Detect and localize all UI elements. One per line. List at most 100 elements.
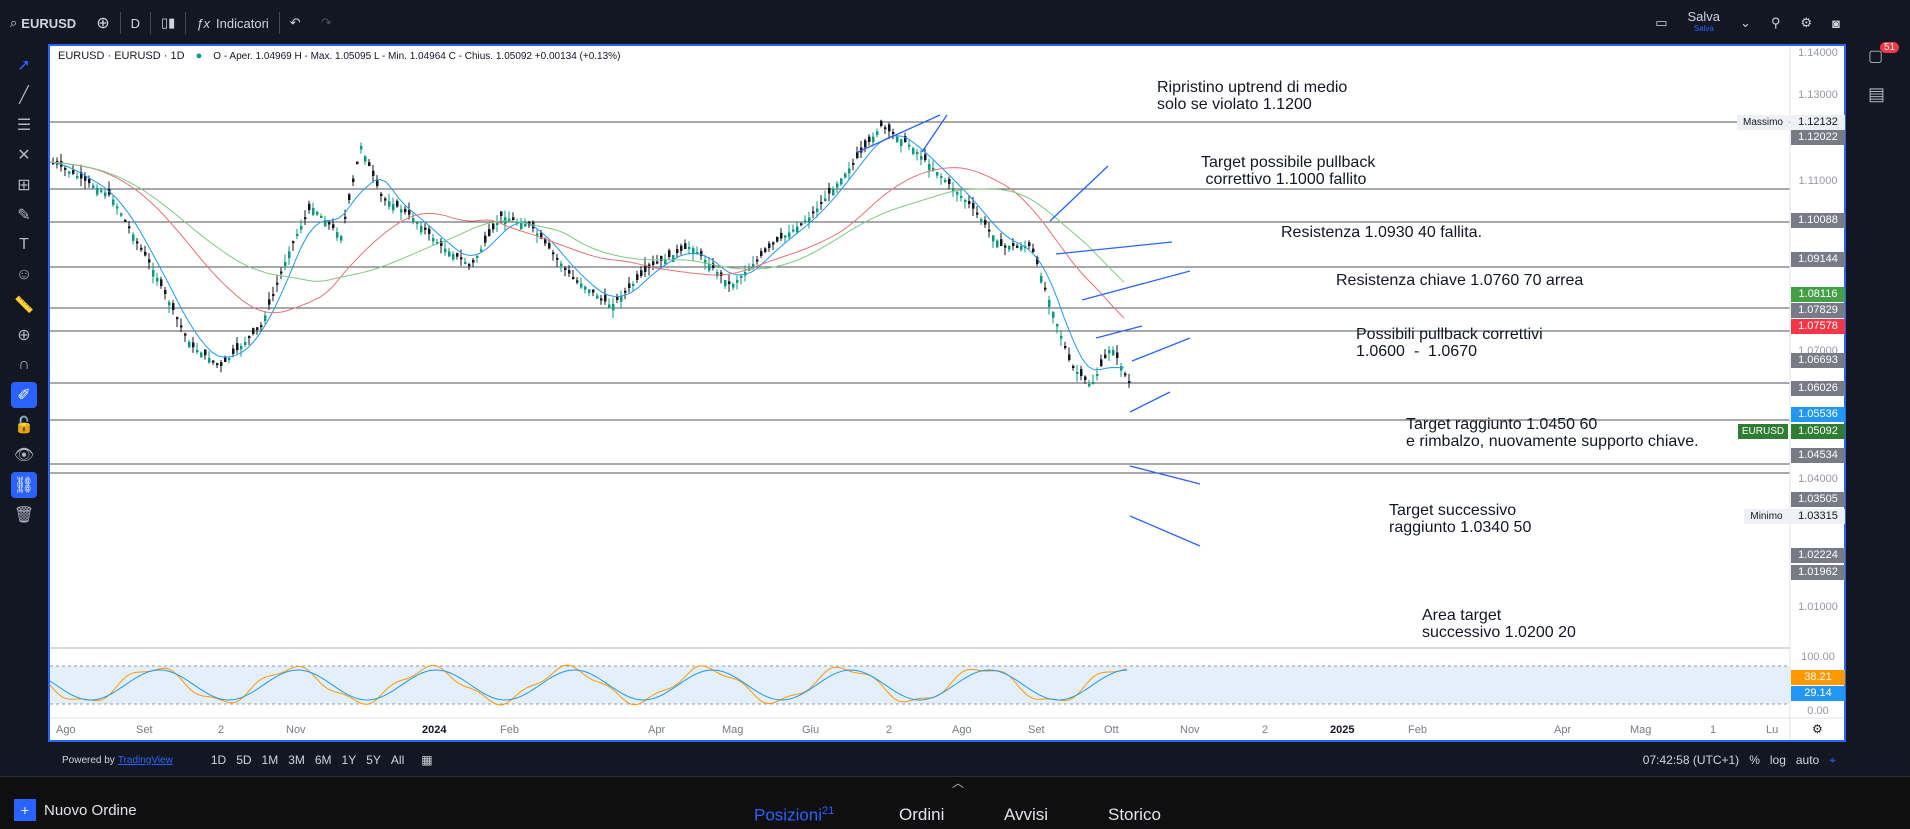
- candle-body: [280, 271, 283, 274]
- annotation-pullback[interactable]: Possibili pullback correttivi 1.0600 - 1…: [1356, 326, 1543, 360]
- range-5d[interactable]: 5D: [236, 753, 252, 767]
- settings-button[interactable]: ⚙: [1790, 0, 1822, 46]
- candle-body: [464, 262, 467, 264]
- indicators-button[interactable]: ƒx Indicatori: [186, 0, 278, 46]
- eye-icon[interactable]: 👁: [13, 447, 35, 464]
- pattern-icon[interactable]: ✕: [17, 147, 31, 164]
- candle-body: [484, 235, 487, 243]
- tradingview-link[interactable]: TradingView: [117, 754, 173, 766]
- candle-body: [236, 343, 239, 350]
- chevron-down-icon: ⌄: [1740, 15, 1751, 30]
- annotation-arrow: [857, 114, 941, 153]
- candle-body: [904, 135, 907, 142]
- undo-button[interactable]: ↶: [280, 0, 311, 46]
- ma-long-line: [50, 161, 1125, 283]
- snapshot-button[interactable]: ◙: [1822, 0, 1850, 46]
- quick-search-icon: ⚲: [1770, 15, 1781, 30]
- candle-body: [632, 284, 635, 286]
- chart-area[interactable]: EURUSD · EURUSD · 1D ● O - Aper. 1.04969…: [48, 44, 1846, 742]
- tab-positions[interactable]: Posizioni21: [754, 805, 834, 826]
- candle-body: [548, 243, 551, 249]
- candle-body: [76, 176, 79, 179]
- interval-button[interactable]: D: [121, 0, 150, 46]
- save-button[interactable]: Salva Salva: [1678, 0, 1731, 46]
- candle-body: [592, 289, 595, 293]
- plus-circle-icon: ⊕: [96, 15, 110, 32]
- candle-body: [1072, 365, 1075, 368]
- trash-icon[interactable]: 🗑: [13, 507, 35, 524]
- clock-label[interactable]: 07:42:58 (UTC+1): [1642, 753, 1740, 767]
- trend-line-icon[interactable]: ╱: [19, 87, 29, 104]
- range-1m[interactable]: 1M: [261, 753, 279, 767]
- candle-body: [580, 283, 583, 288]
- emoji-icon[interactable]: ☺: [15, 266, 33, 283]
- brush-icon[interactable]: ✎: [17, 207, 31, 224]
- range-1d[interactable]: 1D: [210, 753, 227, 767]
- candle-body: [968, 201, 971, 204]
- annotation-resistance-1076[interactable]: Resistenza chiave 1.0760 70 arrea: [1336, 272, 1584, 289]
- range-5y[interactable]: 5Y: [366, 753, 381, 767]
- collapse-handle[interactable]: ︿: [952, 774, 964, 791]
- candle-body: [988, 229, 991, 232]
- annotation-resistance-1093[interactable]: Resistenza 1.0930 40 fallita.: [1281, 224, 1483, 241]
- range-all[interactable]: All: [390, 753, 405, 767]
- candle-body: [776, 236, 779, 242]
- annotation-uptrend[interactable]: Ripristino uptrend di medio solo se viol…: [1157, 79, 1348, 113]
- symbol-search[interactable]: ⌕ EURUSD: [0, 0, 86, 46]
- chart-type-button[interactable]: ▯▮: [151, 0, 185, 46]
- candle-body: [1032, 248, 1035, 252]
- horizontal-lines-icon[interactable]: ☰: [16, 117, 32, 134]
- zoom-icon[interactable]: ⊕: [17, 327, 31, 344]
- candle-body: [564, 268, 567, 271]
- candle-body: [932, 168, 935, 171]
- candle-body: [884, 127, 887, 130]
- auto-toggle[interactable]: auto: [1795, 753, 1820, 767]
- percent-toggle[interactable]: %: [1749, 753, 1760, 767]
- candle-body: [324, 220, 327, 227]
- candle-body: [688, 247, 691, 249]
- candle-body: [1004, 245, 1007, 248]
- cursor-icon[interactable]: ➚: [17, 57, 31, 74]
- annotation-target-area[interactable]: Area target successivo 1.0200 20: [1422, 607, 1576, 641]
- new-order-button[interactable]: + Nuovo Ordine: [14, 799, 137, 821]
- news-button[interactable]: ▤: [1868, 84, 1885, 105]
- link-icon[interactable]: ⛓: [11, 472, 37, 498]
- forecast-icon[interactable]: ⊞: [17, 177, 31, 194]
- compare-button[interactable]: ⊕: [86, 0, 119, 46]
- lock-icon[interactable]: 🔓: [14, 417, 34, 434]
- save-menu-button[interactable]: ⌄: [1730, 0, 1761, 46]
- magnet-icon[interactable]: ∩: [18, 356, 30, 373]
- notifications-button[interactable]: ▢ 51: [1868, 42, 1900, 72]
- text-icon[interactable]: T: [19, 236, 29, 253]
- calendar-icon[interactable]: ▦: [421, 753, 433, 767]
- ruler-icon[interactable]: 📏: [14, 297, 34, 314]
- candle-body: [288, 251, 291, 259]
- candle-body: [896, 136, 899, 142]
- candle-body: [984, 220, 987, 225]
- candle-body: [912, 148, 915, 154]
- range-1y[interactable]: 1Y: [341, 753, 357, 767]
- stay-drawing-icon[interactable]: ✐: [11, 382, 37, 408]
- crosshair-icon[interactable]: ⌖: [1829, 752, 1836, 767]
- candle-body: [100, 190, 103, 193]
- candle-body: [276, 282, 279, 285]
- candle-body: [80, 172, 83, 179]
- candle-body: [608, 304, 611, 308]
- candle-body: [720, 272, 723, 276]
- annotation-arrow: [1129, 391, 1171, 413]
- axis-settings-button[interactable]: ⚙: [1812, 722, 1823, 736]
- quick-search-button[interactable]: ⚲: [1761, 0, 1791, 46]
- log-toggle[interactable]: log: [1769, 753, 1786, 767]
- range-6m[interactable]: 6M: [314, 753, 332, 767]
- tab-orders[interactable]: Ordini: [899, 805, 945, 824]
- layout-button[interactable]: ▭: [1645, 0, 1677, 46]
- tab-history[interactable]: Storico: [1108, 805, 1161, 824]
- tab-alerts[interactable]: Avvisi: [1004, 805, 1049, 824]
- redo-button[interactable]: ↷: [311, 0, 342, 46]
- annotation-target-pullback[interactable]: Target possibile pullback correttivo 1.1…: [1201, 154, 1376, 188]
- annotation-target-reached[interactable]: Target raggiunto 1.0450 60 e rimbalzo, n…: [1406, 416, 1699, 450]
- x-axis-label: Feb: [500, 724, 519, 736]
- annotation-target-next[interactable]: Target successivo raggiunto 1.0340 50: [1389, 502, 1532, 536]
- price-chart[interactable]: [50, 46, 1844, 740]
- range-3m[interactable]: 3M: [288, 753, 305, 767]
